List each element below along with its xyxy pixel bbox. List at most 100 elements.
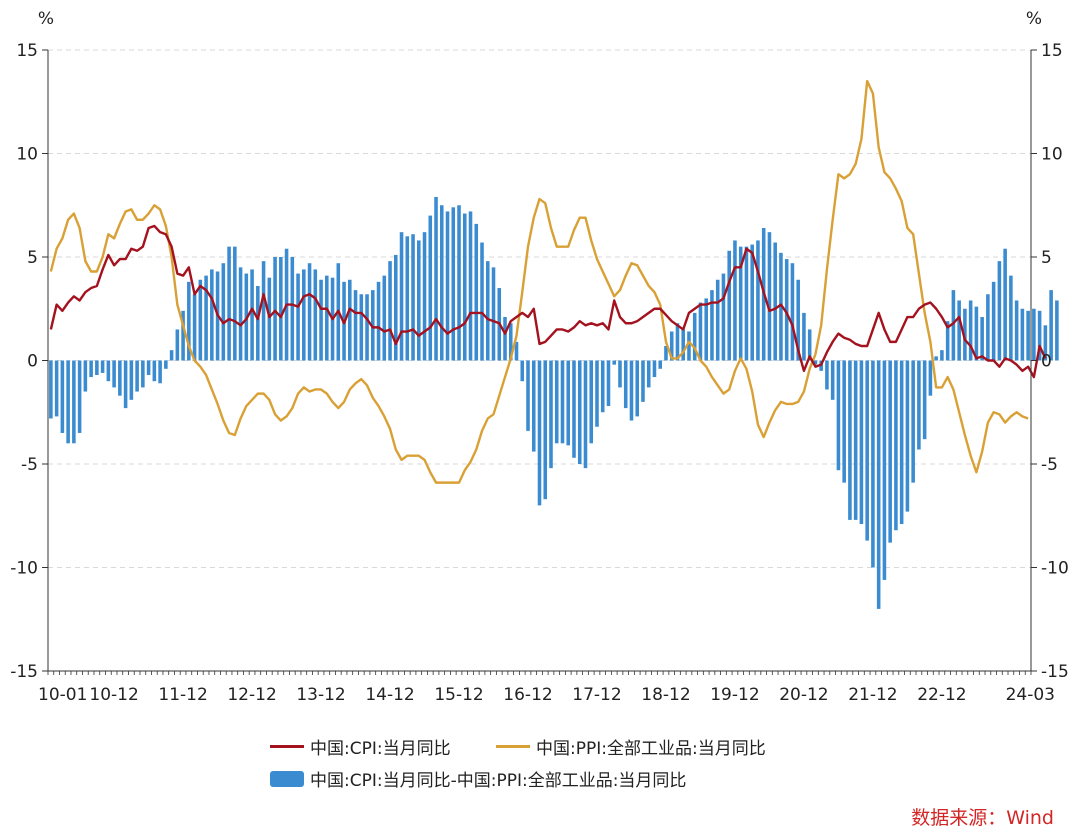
diff-bar	[158, 360, 162, 384]
diff-bar	[1055, 300, 1059, 361]
legend-swatch-diff	[270, 770, 304, 787]
diff-bar	[480, 242, 484, 361]
diff-bar	[66, 360, 70, 444]
diff-bar	[325, 275, 329, 361]
y-tick-label-left: 0	[27, 352, 38, 372]
diff-bar	[72, 360, 76, 444]
diff-bar	[641, 360, 645, 402]
diff-bar	[836, 360, 841, 471]
ppi-line	[49, 79, 1029, 484]
diff-bar	[399, 232, 404, 361]
y-tick-label-right: 10	[1041, 145, 1063, 165]
diff-bar	[560, 360, 565, 444]
diff-bar	[905, 360, 910, 512]
diff-bar	[221, 263, 226, 361]
diff-bar	[830, 360, 835, 400]
diff-bar	[623, 360, 628, 409]
diff-bar	[520, 360, 525, 382]
diff-bar	[595, 360, 599, 427]
chart: 15 15 10 10 5 5 0 0 -5 -5 -10 -10 -15 -15% % 10-01 10-12…	[10, 9, 1069, 700]
diff-bar	[813, 360, 818, 365]
diff-bar	[790, 263, 795, 361]
diff-bar	[204, 275, 208, 361]
diff-bar	[738, 246, 743, 361]
diff-bar	[911, 360, 915, 483]
legend-swatch-ppi	[496, 745, 530, 748]
diff-bar	[1037, 310, 1042, 361]
diff-bar	[963, 308, 967, 361]
diff-bar	[675, 323, 680, 361]
diff-bar	[531, 360, 536, 452]
diff-bar	[802, 312, 806, 361]
x-tick-label: 17-12	[572, 685, 621, 700]
diff-bar	[554, 360, 559, 444]
diff-bar	[296, 273, 300, 361]
diff-bar	[704, 298, 708, 361]
diff-bar	[474, 223, 479, 361]
diff-bar	[1043, 325, 1048, 361]
diff-bar	[865, 360, 869, 541]
diff-bar	[192, 294, 197, 361]
diff-bar	[664, 346, 668, 361]
diff-bar	[986, 294, 990, 361]
diff-bar	[411, 234, 415, 361]
legend-item-diff: 中国:CPI:当月同比-中国:PPI:全部工业品:当月同比	[270, 766, 686, 791]
diff-bar	[940, 350, 944, 361]
diff-bar	[198, 279, 203, 361]
diff-bar	[871, 360, 875, 568]
diff-bar	[669, 331, 674, 361]
diff-bar	[60, 360, 65, 433]
diff-bar	[721, 273, 726, 361]
diff-bar	[54, 360, 59, 417]
diff-bar	[313, 269, 318, 361]
diff-bar	[1032, 308, 1036, 361]
diff-bar	[842, 360, 846, 483]
diff-bar	[784, 259, 789, 361]
legend-swatch-cpi	[270, 745, 304, 748]
diff-bar	[1020, 308, 1025, 361]
diff-bar	[917, 360, 921, 450]
diff-bar	[733, 240, 737, 361]
diff-bar	[89, 360, 93, 378]
diff-bar	[118, 360, 122, 396]
x-tick-label: 24-03	[1006, 685, 1055, 700]
diff-bar	[382, 275, 387, 361]
diff-bar	[503, 317, 507, 361]
diff-bar	[566, 360, 571, 446]
diff-bar	[485, 261, 490, 361]
diff-bar	[227, 246, 231, 361]
diff-bar	[572, 360, 576, 458]
legend-label-cpi: 中国:CPI:当月同比	[310, 739, 451, 759]
diff-bar	[129, 360, 134, 400]
diff-bar	[974, 306, 979, 361]
diff-bar	[1014, 300, 1019, 361]
diff-bar	[319, 279, 323, 361]
diff-bar	[238, 267, 243, 361]
diff-bar	[405, 236, 410, 361]
diff-bar	[359, 294, 364, 361]
diff-bar	[462, 213, 467, 361]
diff-bar	[612, 360, 617, 365]
diff-bar	[980, 317, 984, 361]
diff-bar	[687, 331, 691, 361]
y-tick-label-left: 15	[16, 41, 38, 61]
diff-bar	[583, 360, 588, 469]
x-tick-label: 18-12	[641, 685, 690, 700]
diff-bar	[646, 360, 651, 388]
diff-bar	[750, 244, 754, 361]
diff-bar	[169, 350, 174, 361]
diff-bar	[175, 329, 180, 361]
diff-bar	[256, 285, 260, 361]
diff-bar	[888, 360, 892, 543]
diff-bar	[394, 254, 398, 361]
diff-bar	[1009, 275, 1013, 361]
diff-bar	[290, 257, 295, 361]
x-tick-label: 12-12	[227, 685, 276, 700]
diff-bar	[894, 360, 898, 531]
diff-bar	[807, 329, 812, 361]
diff-bar	[279, 257, 283, 361]
diff-bar	[589, 360, 594, 444]
diff-bar	[49, 360, 53, 419]
diff-bar	[135, 360, 139, 392]
diff-bar	[882, 360, 887, 580]
